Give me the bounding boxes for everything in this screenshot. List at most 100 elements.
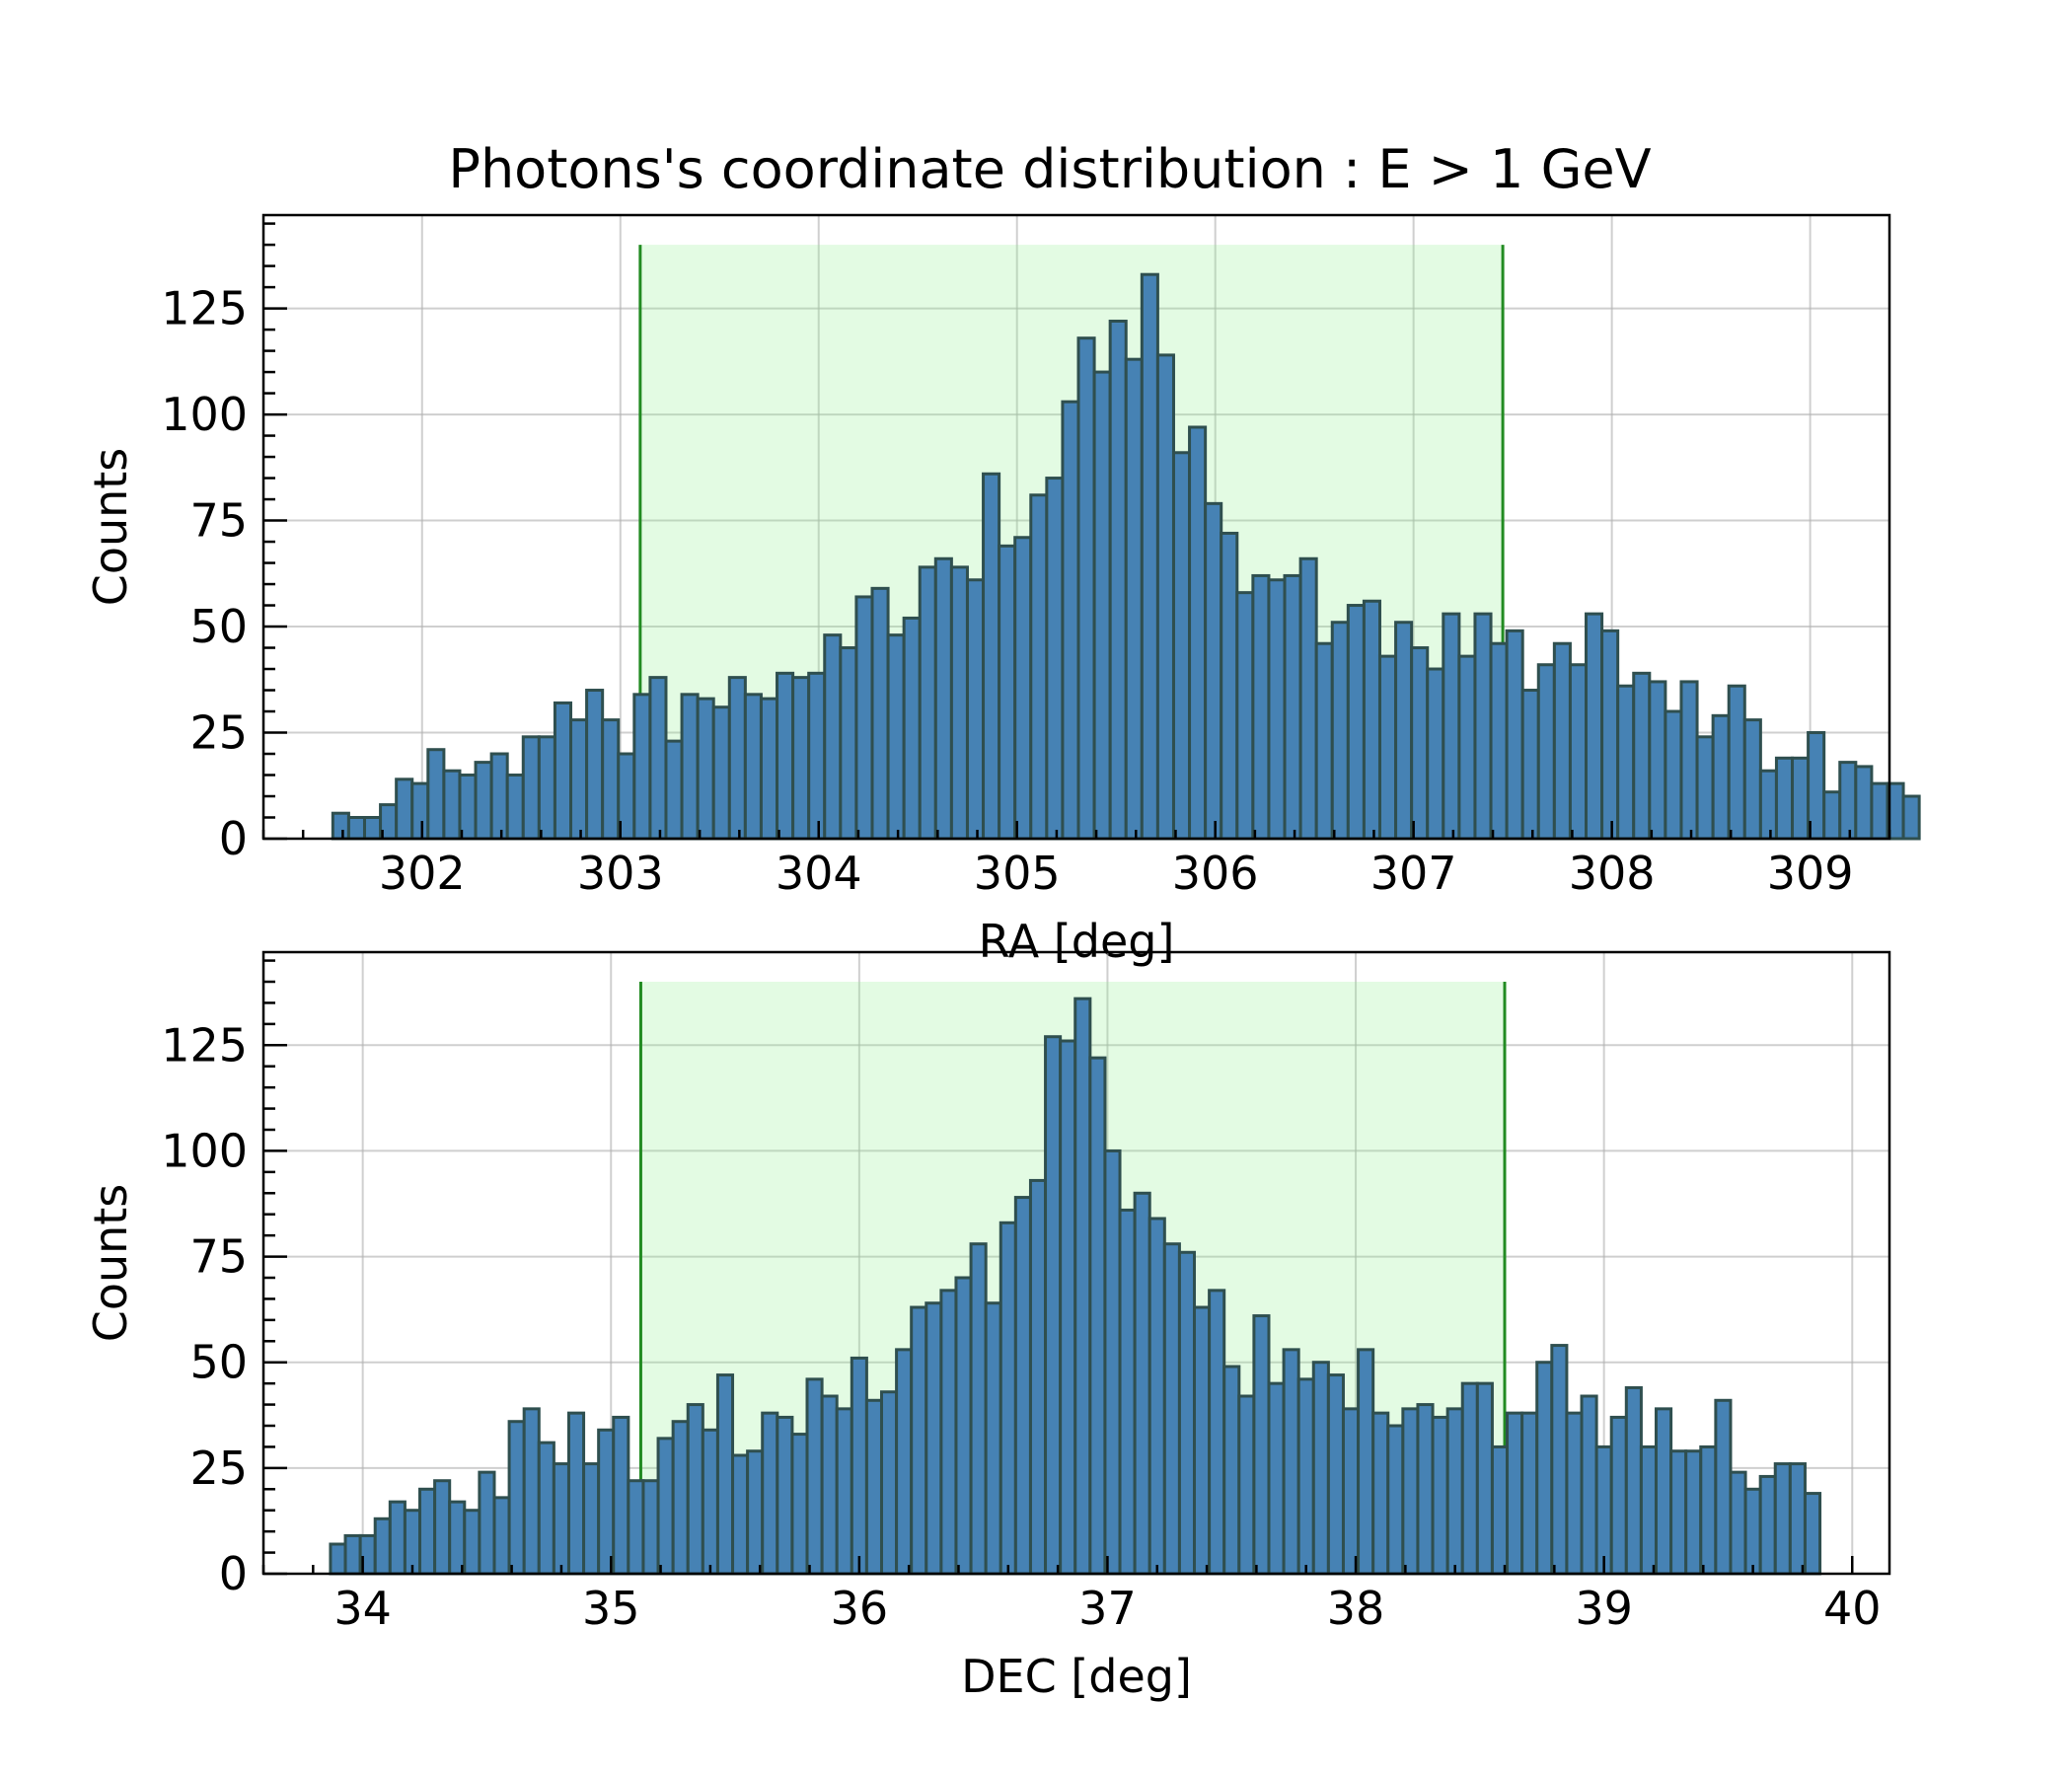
histogram-bar [492, 1496, 511, 1576]
figure-title: Photons's coordinate distribution : E > … [448, 138, 1651, 200]
x-tick-label: 307 [1370, 847, 1457, 900]
histogram-bar [1061, 400, 1080, 841]
histogram-bar [701, 1428, 719, 1576]
histogram-bar [1076, 336, 1096, 841]
histogram-bar [686, 1403, 704, 1576]
histogram-bar [1124, 357, 1144, 841]
histogram-bar [582, 1462, 601, 1576]
histogram-bar [388, 1500, 407, 1576]
histogram-bar [1616, 684, 1636, 841]
histogram-bar [1758, 1474, 1777, 1576]
histogram-bar [984, 1301, 1002, 1576]
histogram-bar [1838, 761, 1858, 841]
y-tick-label: 75 [189, 1230, 248, 1284]
histogram-bar [1594, 1444, 1613, 1576]
histogram-bar [1489, 641, 1509, 841]
histogram-bar [1204, 501, 1223, 841]
histogram-bar [395, 777, 414, 841]
histogram-bar [743, 693, 763, 841]
histogram-bar [433, 1479, 452, 1576]
histogram-bar [1565, 1411, 1584, 1576]
histogram-bar [597, 1428, 616, 1576]
histogram-bar [850, 1356, 868, 1576]
histogram-bar [1788, 1462, 1807, 1576]
x-tick-label: 309 [1767, 847, 1854, 900]
histogram-bar [1267, 578, 1287, 841]
y-tick-label: 50 [189, 1336, 248, 1389]
histogram-bar [418, 1487, 437, 1576]
histogram-bar [776, 1415, 794, 1576]
histogram-bar [1133, 1191, 1151, 1576]
histogram-bar [805, 1377, 824, 1576]
histogram-bar [410, 781, 430, 841]
histogram-bar [1679, 680, 1699, 841]
histogram-bar [442, 769, 462, 841]
histogram-bar [902, 616, 922, 841]
histogram-bar [1314, 641, 1334, 841]
histogram-bar [373, 1517, 392, 1576]
x-tick-label: 302 [379, 847, 466, 900]
histogram-bar [1695, 735, 1715, 841]
histogram-bar [1045, 477, 1065, 841]
histogram-bar [329, 1542, 347, 1576]
histogram-bar [1520, 1411, 1539, 1576]
axes-frame [261, 213, 1891, 841]
histogram-bar [1535, 1361, 1554, 1576]
y-tick-label: 0 [219, 812, 248, 865]
axes-frame [261, 950, 1891, 1576]
histogram-bar [925, 1301, 943, 1576]
histogram-bar [1108, 319, 1128, 841]
histogram-bar [612, 1415, 630, 1576]
histogram-bar [1013, 1196, 1032, 1576]
histogram-bar [403, 1509, 422, 1576]
histogram-bar [1208, 1289, 1226, 1576]
x-tick-label: 34 [333, 1582, 392, 1635]
histogram-bar [1267, 1381, 1286, 1576]
histogram-bar [1654, 1407, 1673, 1576]
histogram-bar [331, 811, 350, 841]
histogram-bar [1664, 709, 1683, 841]
histogram-bar [1791, 756, 1811, 841]
histogram-bar [1103, 1148, 1122, 1576]
histogram-bar [746, 1449, 765, 1576]
histogram-bar [641, 1479, 660, 1576]
histogram-bar [1473, 612, 1493, 841]
histogram-bar [731, 1453, 750, 1576]
histogram-bar [1188, 425, 1208, 841]
x-tick-label: 304 [776, 847, 862, 900]
histogram-bar [1088, 1056, 1107, 1576]
histogram-bar [1029, 493, 1049, 841]
histogram-bar [1743, 1487, 1762, 1576]
histogram-bar [820, 1394, 839, 1576]
histogram-bar [790, 1433, 809, 1576]
histogram-bar [870, 586, 890, 841]
histogram-bar [1237, 1394, 1256, 1576]
histogram-bar [879, 1390, 899, 1576]
histogram-bar [1536, 663, 1556, 841]
histogram-bar [1431, 1415, 1449, 1576]
histogram-bar [999, 1221, 1017, 1576]
histogram-bar [1311, 1361, 1330, 1576]
histogram-bar [1140, 272, 1159, 841]
x-tick-label: 306 [1172, 847, 1259, 900]
y-axis-label: Counts [84, 1184, 137, 1343]
histogram-bar [1283, 573, 1302, 841]
histogram-bar [474, 761, 493, 841]
x-tick-label: 305 [974, 847, 1061, 900]
histogram-bar [696, 697, 715, 841]
histogram-bar [489, 752, 509, 841]
x-tick-label: 308 [1569, 847, 1656, 900]
histogram-bar [1251, 573, 1271, 841]
histogram-bar [346, 816, 366, 841]
histogram-bar [1442, 612, 1461, 841]
histogram-bar [585, 689, 605, 841]
histogram-bar [1357, 1348, 1375, 1576]
y-tick-label: 125 [161, 282, 248, 335]
histogram-bar [839, 646, 858, 841]
x-tick-label: 40 [1823, 1582, 1882, 1635]
histogram-bar [1013, 536, 1033, 841]
histogram-bar [1220, 531, 1239, 841]
histogram-bar [553, 701, 573, 841]
histogram-bar [1901, 794, 1921, 841]
